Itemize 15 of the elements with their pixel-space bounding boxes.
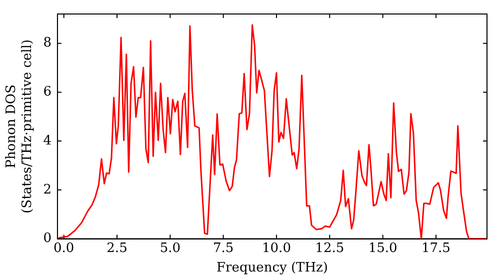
y-tick-label: 2 xyxy=(43,182,52,198)
y-tick-label: 6 xyxy=(43,84,52,100)
x-axis-title: Frequency (THz) xyxy=(216,260,328,276)
x-tick-label: 10.0 xyxy=(262,240,291,256)
x-tick-label: 7.5 xyxy=(212,240,234,256)
x-tick-label: 12.5 xyxy=(315,240,344,256)
x-tick-label: 0.0 xyxy=(54,240,74,256)
x-tick-label: 17.5 xyxy=(421,240,450,256)
x-tick-label: 15.0 xyxy=(368,240,398,256)
y-tick-label: 4 xyxy=(43,133,52,148)
x-tick-label: 5.0 xyxy=(160,240,181,256)
y-axis-title: Phonon DOS (States/THz·primitive cell) xyxy=(4,39,35,214)
x-tick-label: 2.5 xyxy=(106,240,128,256)
y-tick-label: 8 xyxy=(43,36,52,51)
y-tick-label: 0 xyxy=(43,231,52,246)
